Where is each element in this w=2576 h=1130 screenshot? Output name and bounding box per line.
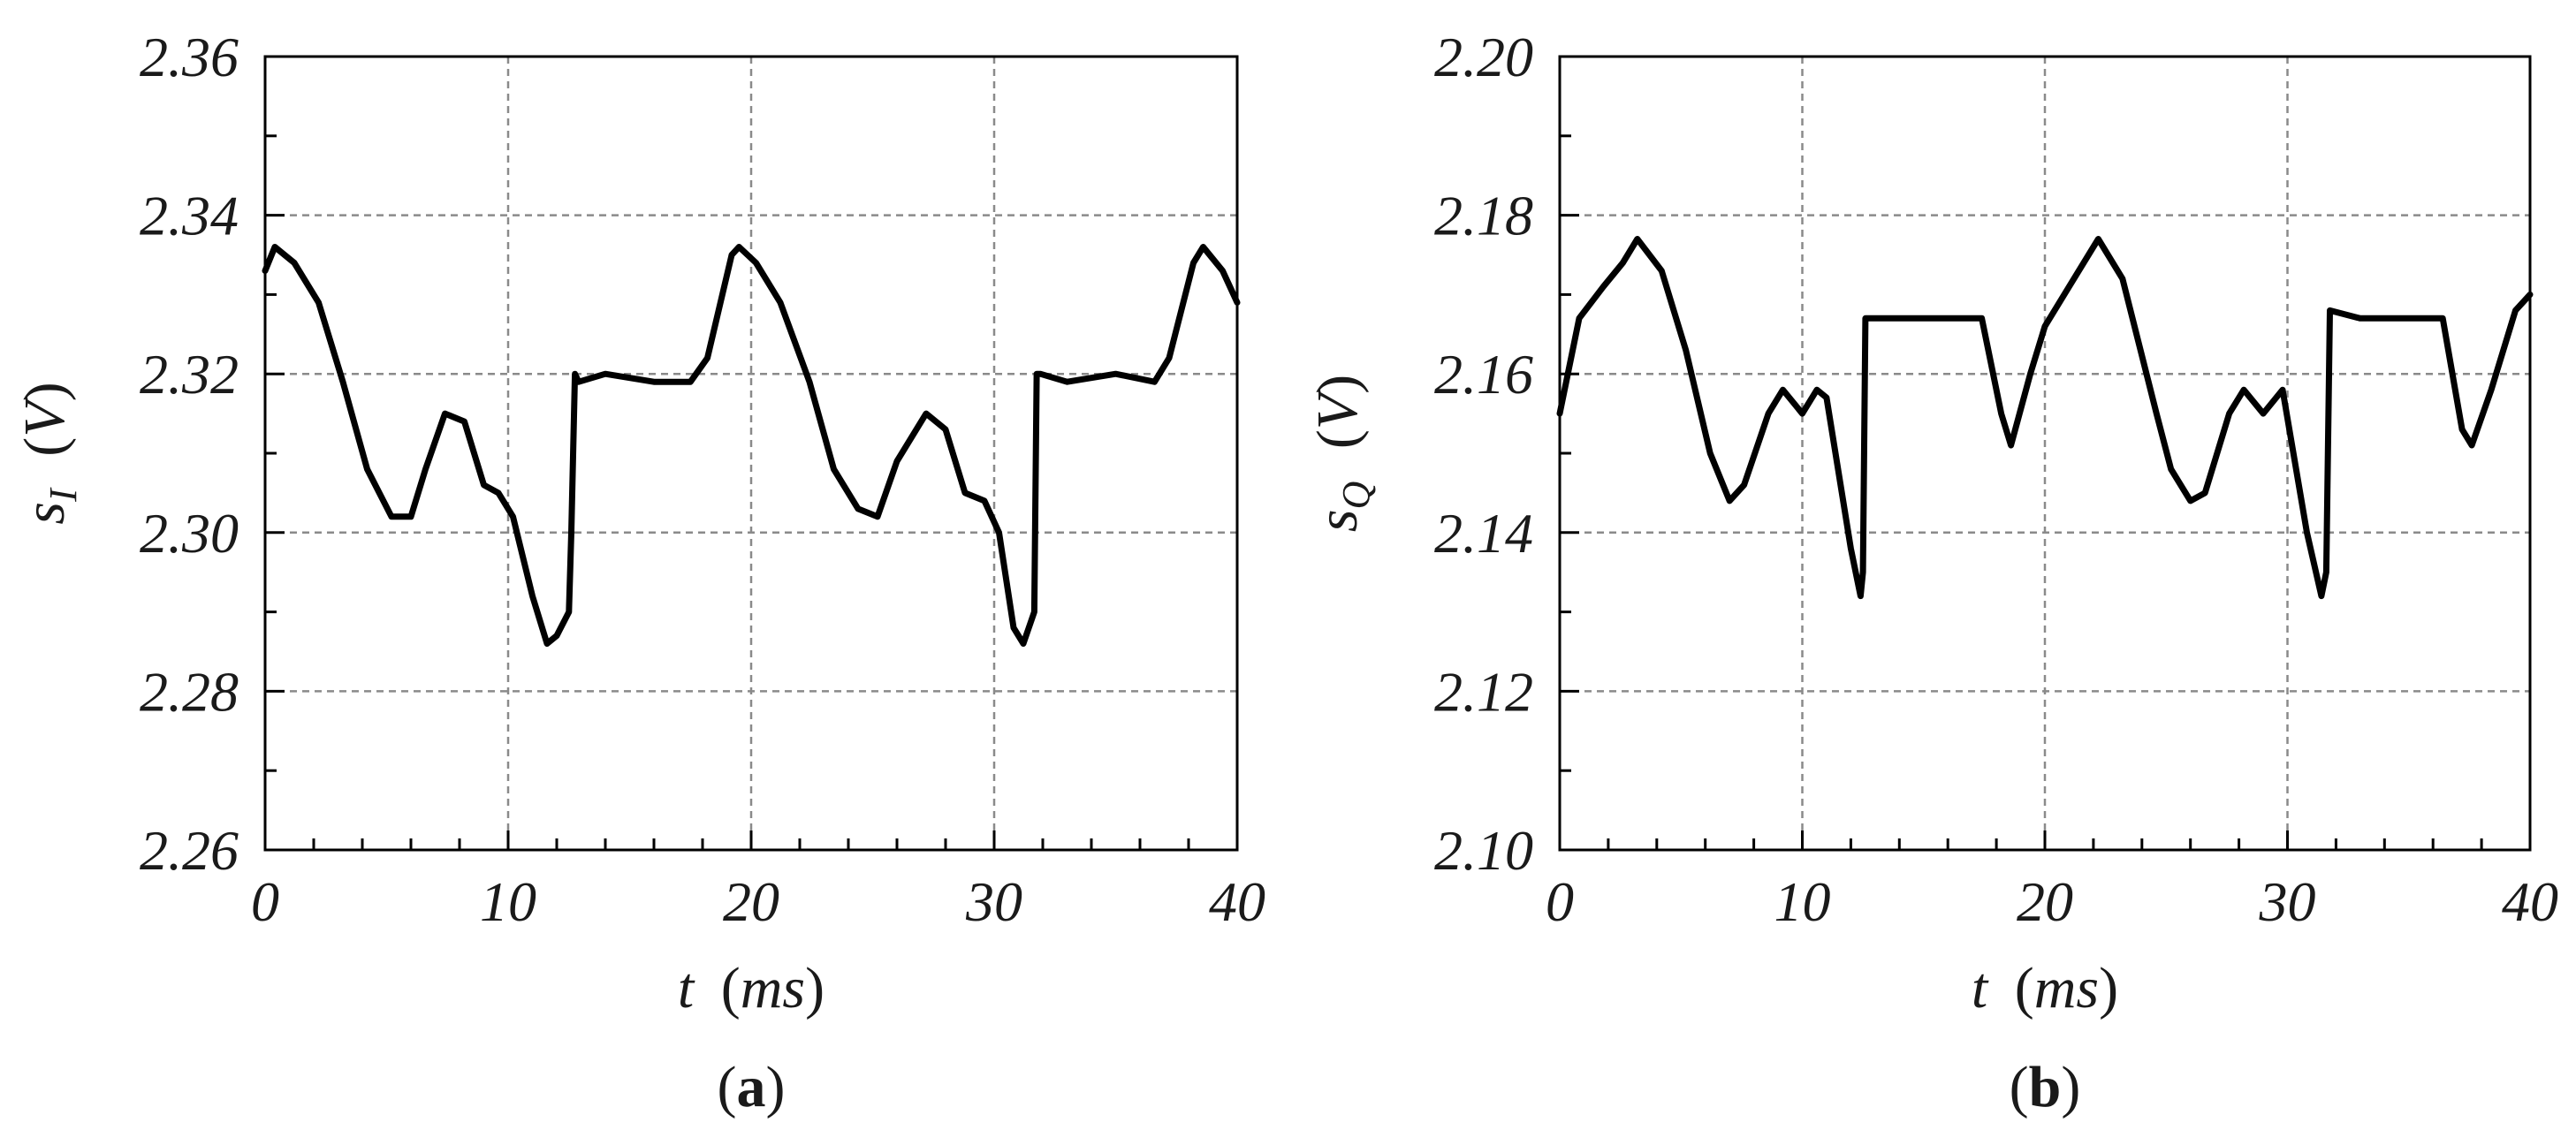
y-tick-label-b-0: 2.10 (1434, 819, 1533, 882)
series-line-b (1556, 236, 2534, 600)
y-axis-sub-b: Q (1334, 482, 1378, 510)
x-tick-label-a-4: 40 (1209, 870, 1265, 933)
grid-lines-b (1560, 57, 2530, 850)
grid-lines-a (265, 57, 1237, 850)
panel-label-letter-b: b (2029, 1055, 2062, 1119)
y-axis-close-paren-a: ) (12, 382, 77, 401)
x-axis-close-paren-a: ) (805, 956, 824, 1020)
x-axis-open-paren-b: ( (2015, 956, 2034, 1020)
x-axis-title-a: t (ms) (678, 956, 824, 1020)
y-axis-unit-a: V (12, 396, 77, 437)
y-tick-label-a-1: 2.28 (140, 660, 239, 723)
tick-labels-b: 0 10 20 30 40 2.10 2.12 2.14 2.16 2.18 2.20 (1434, 26, 2558, 933)
panel-label-open-a: ( (718, 1055, 737, 1119)
y-axis-open-paren-a: ( (12, 437, 77, 457)
panel-label-b: (b) (2010, 1055, 2081, 1119)
chart-panel-a: 0 10 20 30 402.262.282.302.322.342.36 t (ms)… (12, 26, 1265, 1119)
tick-labels-a: 0 10 20 30 40 2.26 2.28 2.30 2.32 2.34 2.36 (140, 26, 1265, 933)
y-axis-var-b: s (1305, 509, 1370, 532)
y-axis-close-paren-b: ) (1305, 375, 1370, 394)
y-tick-label-a-3: 2.32 (140, 343, 239, 406)
y-axis-var-a: s (12, 502, 77, 525)
x-axis-title-b: t (ms) (1972, 956, 2118, 1020)
y-axis-title-b: sQ (V) (1305, 375, 1382, 532)
axis-ticks-a (263, 55, 1239, 852)
y-tick-label-b-2: 2.14 (1434, 502, 1533, 565)
x-tick-label-a-3: 30 (965, 870, 1022, 933)
x-axis-open-paren-a: ( (721, 956, 741, 1020)
x-tick-label-b-2: 20 (2017, 870, 2073, 933)
panel-label-close-b: ) (2061, 1055, 2080, 1119)
x-tick-label-b-3: 30 (2259, 870, 2316, 933)
y-axis-unit-b: V (1305, 388, 1370, 429)
panel-label-a: (a) (718, 1055, 786, 1119)
y-tick-label-a-2: 2.30 (140, 502, 239, 565)
chart-panel-b: 0 10 20 30 402.102.122.142.162.182.20 t (ms)… (1305, 26, 2558, 1119)
y-tick-label-a-0: 2.26 (140, 819, 239, 882)
axis-ticks-b (1558, 55, 2532, 852)
x-tick-label-a-2: 20 (723, 870, 779, 933)
x-tick-label-b-4: 40 (2502, 870, 2558, 933)
y-tick-label-a-4: 2.34 (140, 185, 239, 247)
x-axis-var-b: t (1972, 956, 1989, 1020)
y-tick-label-b-3: 2.16 (1434, 343, 1533, 406)
x-tick-label-b-0: 0 (1546, 870, 1574, 933)
panel-label-letter-a: a (737, 1055, 766, 1119)
y-tick-label-b-1: 2.12 (1434, 660, 1533, 723)
x-axis-close-paren-b: ) (2099, 956, 2118, 1020)
panel-label-open-b: ( (2010, 1055, 2029, 1119)
y-tick-label-b-4: 2.18 (1434, 185, 1533, 247)
x-axis-unit-b: ms (2034, 956, 2099, 1020)
panel-label-close-a: ) (766, 1055, 786, 1119)
x-tick-label-a-1: 10 (480, 870, 536, 933)
x-tick-label-a-0: 0 (251, 870, 279, 933)
y-axis-open-paren-b: ( (1305, 429, 1370, 449)
x-axis-unit-a: ms (741, 956, 805, 1020)
x-tick-label-b-1: 10 (1774, 870, 1831, 933)
y-tick-label-b-5: 2.20 (1434, 26, 1533, 88)
x-axis-var-a: t (678, 956, 695, 1020)
series-line-a (262, 244, 1241, 647)
y-tick-label-a-5: 2.36 (140, 26, 239, 88)
y-axis-title-a: sI (V) (12, 382, 89, 524)
y-axis-sub-a: I (42, 487, 85, 503)
